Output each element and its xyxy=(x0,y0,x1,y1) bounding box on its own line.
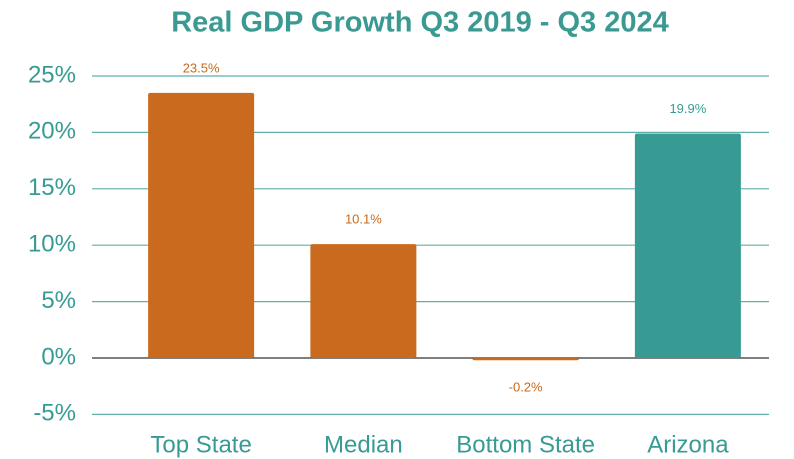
x-tick-label: Median xyxy=(324,431,403,458)
y-tick-label: 15% xyxy=(28,174,76,201)
chart-title: Real GDP Growth Q3 2019 - Q3 2024 xyxy=(171,7,669,39)
y-tick-label: 10% xyxy=(28,231,76,258)
y-tick-label: 0% xyxy=(41,343,76,370)
y-tick-label: 25% xyxy=(28,61,76,88)
y-tick-label: -5% xyxy=(33,400,76,427)
bar xyxy=(310,244,417,358)
y-tick-label: 5% xyxy=(41,287,76,314)
data-label: 19.9% xyxy=(669,101,706,116)
bar xyxy=(634,133,741,358)
data-label: 23.5% xyxy=(183,60,220,75)
x-tick-label: Bottom State xyxy=(456,431,595,458)
x-tick-label: Arizona xyxy=(647,431,729,458)
y-tick-label: 20% xyxy=(28,118,76,145)
x-tick-label: Top State xyxy=(150,431,251,458)
data-label: -0.2% xyxy=(509,380,543,395)
data-label: 10.1% xyxy=(345,212,382,227)
bar xyxy=(472,358,579,361)
bar xyxy=(148,92,255,359)
